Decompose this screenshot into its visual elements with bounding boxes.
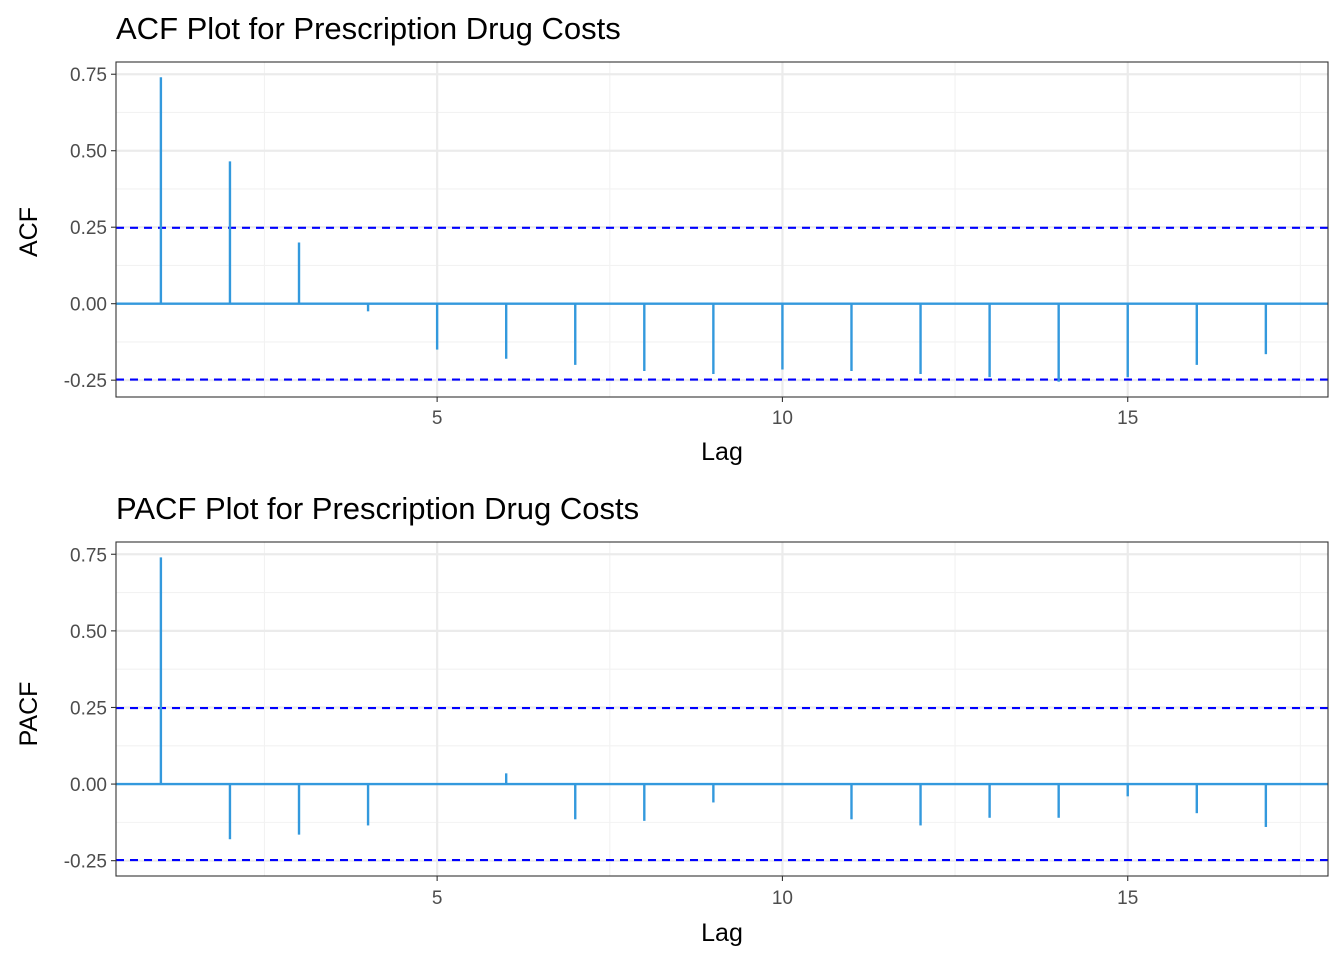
acf-x-tick-label: 15 (1117, 408, 1138, 429)
acf-chart-title: ACF Plot for Prescription Drug Costs (116, 11, 621, 46)
acf-y-ticks: -0.25 0.00 0.25 0.50 0.75 (64, 65, 116, 392)
pacf-y-tick-label: 0.75 (70, 545, 107, 566)
pacf-y-tick-label: 0.50 (70, 622, 107, 643)
acf-x-ticks: 5 10 15 (432, 397, 1138, 429)
pacf-chart: PACF Plot for Prescription Drug Costs 5 1… (15, 491, 1329, 947)
pacf-spikes (116, 557, 1328, 840)
acf-y-axis-title: ACF (15, 207, 43, 257)
pacf-x-tick-label: 5 (432, 888, 443, 909)
pacf-confidence-bands (116, 706, 1328, 862)
acf-panel-border (115, 61, 1329, 398)
acf-y-tick-label: 0.00 (70, 295, 107, 316)
acf-gridlines (116, 62, 1328, 397)
acf-x-axis-title: Lag (701, 438, 743, 466)
pacf-chart-title: PACF Plot for Prescription Drug Costs (116, 491, 639, 526)
pacf-y-tick-label: 0.25 (70, 698, 107, 719)
acf-x-tick-label: 10 (772, 408, 793, 429)
acf-y-tick-label: 0.25 (70, 218, 107, 239)
pacf-y-tick-label: 0.00 (70, 775, 107, 796)
pacf-panel-border (115, 541, 1329, 877)
pacf-y-ticks: -0.25 0.00 0.25 0.50 0.75 (64, 545, 116, 873)
acf-y-tick-label: 0.75 (70, 65, 107, 86)
acf-spikes (116, 77, 1328, 382)
pacf-y-tick-label: -0.25 (64, 852, 107, 873)
pacf-y-axis-title: PACF (15, 682, 43, 747)
acf-confidence-bands (116, 226, 1328, 381)
acf-chart: ACF Plot for Prescription Drug Costs 5 10… (15, 11, 1329, 466)
acf-y-tick-label: -0.25 (64, 371, 107, 392)
pacf-x-axis-title: Lag (701, 919, 743, 947)
acf-x-tick-label: 5 (432, 408, 443, 429)
acf-y-tick-label: 0.50 (70, 142, 107, 163)
pacf-x-tick-label: 10 (772, 888, 793, 909)
pacf-x-tick-label: 15 (1117, 888, 1138, 909)
pacf-x-ticks: 5 10 15 (432, 876, 1138, 909)
